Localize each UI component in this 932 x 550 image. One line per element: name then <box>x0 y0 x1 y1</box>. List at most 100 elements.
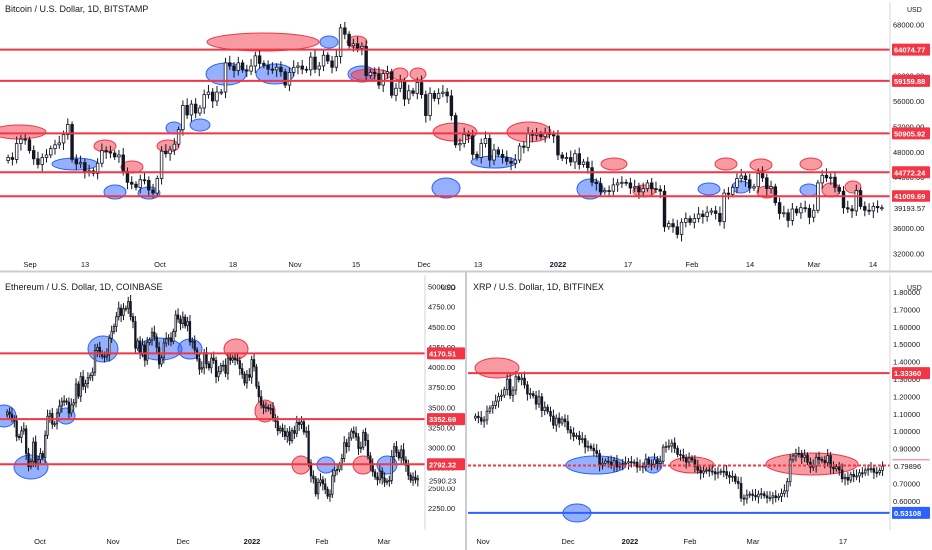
candle[interactable] <box>656 459 659 464</box>
price-axis[interactable]: 2250.002500.002750.003000.003250.003500.… <box>424 275 465 530</box>
candle[interactable] <box>347 33 351 47</box>
candle[interactable] <box>41 453 44 458</box>
candle[interactable] <box>709 210 714 213</box>
candle[interactable] <box>777 495 780 499</box>
candle[interactable] <box>595 450 599 454</box>
candle[interactable] <box>169 337 173 342</box>
candle[interactable] <box>730 186 735 195</box>
candle[interactable] <box>328 493 332 497</box>
candle[interactable] <box>215 91 219 102</box>
candle[interactable] <box>286 431 289 437</box>
candle[interactable] <box>243 373 246 384</box>
price-axis[interactable]: 0.60000 0.70000 0.90000 1.00000 1.10000 1.200… <box>889 275 930 530</box>
candle[interactable] <box>578 435 581 440</box>
candle[interactable] <box>673 442 676 449</box>
candle[interactable] <box>436 92 441 99</box>
candle[interactable] <box>364 45 368 76</box>
candle[interactable] <box>390 456 393 481</box>
candle[interactable] <box>249 65 253 72</box>
candle[interactable] <box>117 154 121 158</box>
candle[interactable] <box>61 134 66 144</box>
candle[interactable] <box>649 182 654 190</box>
candle[interactable] <box>667 223 671 228</box>
candle[interactable] <box>203 352 206 369</box>
candle[interactable] <box>312 475 315 480</box>
candle[interactable] <box>751 493 754 496</box>
candle[interactable] <box>722 470 726 473</box>
candle[interactable] <box>74 159 79 165</box>
candle[interactable] <box>488 407 492 412</box>
candle[interactable] <box>270 68 275 71</box>
candle[interactable] <box>142 179 147 182</box>
candle[interactable] <box>326 488 329 497</box>
price-axis[interactable]: 32000.0036000.0040000.0044000.0048000.00… <box>889 2 930 273</box>
candle[interactable] <box>869 468 873 471</box>
candle[interactable] <box>628 182 633 189</box>
candle[interactable] <box>773 186 778 204</box>
candle[interactable] <box>615 182 620 186</box>
candle[interactable] <box>287 71 292 86</box>
candle[interactable] <box>500 394 503 397</box>
candle[interactable] <box>400 449 403 459</box>
candle[interactable] <box>191 340 194 343</box>
candle[interactable] <box>520 377 523 381</box>
candle[interactable] <box>223 62 228 93</box>
candle[interactable] <box>17 436 21 438</box>
candle[interactable] <box>20 430 23 438</box>
candle[interactable] <box>573 153 577 163</box>
candle[interactable] <box>511 389 515 396</box>
candle[interactable] <box>83 162 87 172</box>
candle[interactable] <box>105 354 109 358</box>
candle[interactable] <box>352 430 355 434</box>
candle[interactable] <box>40 157 44 165</box>
candle[interactable] <box>188 321 192 343</box>
candle[interactable] <box>630 461 633 464</box>
candle[interactable] <box>296 65 300 68</box>
candle[interactable] <box>858 472 861 477</box>
candle[interactable] <box>549 410 552 417</box>
candle[interactable] <box>98 346 101 354</box>
candle[interactable] <box>601 462 604 466</box>
candle[interactable] <box>606 460 610 463</box>
candle[interactable] <box>44 154 49 158</box>
candle[interactable] <box>679 221 684 235</box>
candle[interactable] <box>219 91 223 94</box>
candle[interactable] <box>255 366 258 387</box>
candle[interactable] <box>159 150 164 179</box>
candle[interactable] <box>701 213 705 218</box>
candle[interactable] <box>820 459 824 461</box>
candle[interactable] <box>428 92 432 116</box>
candle[interactable] <box>186 321 189 327</box>
candle[interactable] <box>411 476 415 481</box>
candle[interactable] <box>212 357 215 361</box>
candle[interactable] <box>837 466 841 471</box>
candle[interactable] <box>840 469 844 480</box>
candle[interactable] <box>240 62 245 71</box>
candle[interactable] <box>782 212 786 215</box>
candle[interactable] <box>266 64 270 70</box>
candle[interactable] <box>768 497 772 500</box>
candle[interactable] <box>19 138 23 144</box>
candle[interactable] <box>641 465 645 468</box>
candle[interactable] <box>72 402 75 406</box>
candle[interactable] <box>806 454 809 463</box>
candle[interactable] <box>863 206 867 211</box>
candle[interactable] <box>338 464 341 470</box>
candle[interactable] <box>470 135 475 155</box>
candle[interactable] <box>684 218 688 223</box>
candle[interactable] <box>523 377 526 386</box>
candle[interactable] <box>799 207 803 214</box>
candle[interactable] <box>300 421 303 425</box>
candle[interactable] <box>288 431 291 442</box>
candle[interactable] <box>713 210 718 214</box>
candle[interactable] <box>589 445 593 449</box>
candle[interactable] <box>757 493 760 498</box>
candle[interactable] <box>832 466 835 470</box>
candle[interactable] <box>754 495 757 498</box>
candle[interactable] <box>415 82 420 94</box>
candle[interactable] <box>151 189 155 194</box>
candle[interactable] <box>611 184 616 192</box>
candle[interactable] <box>222 364 225 367</box>
candle[interactable] <box>174 314 177 332</box>
candle[interactable] <box>742 497 746 500</box>
